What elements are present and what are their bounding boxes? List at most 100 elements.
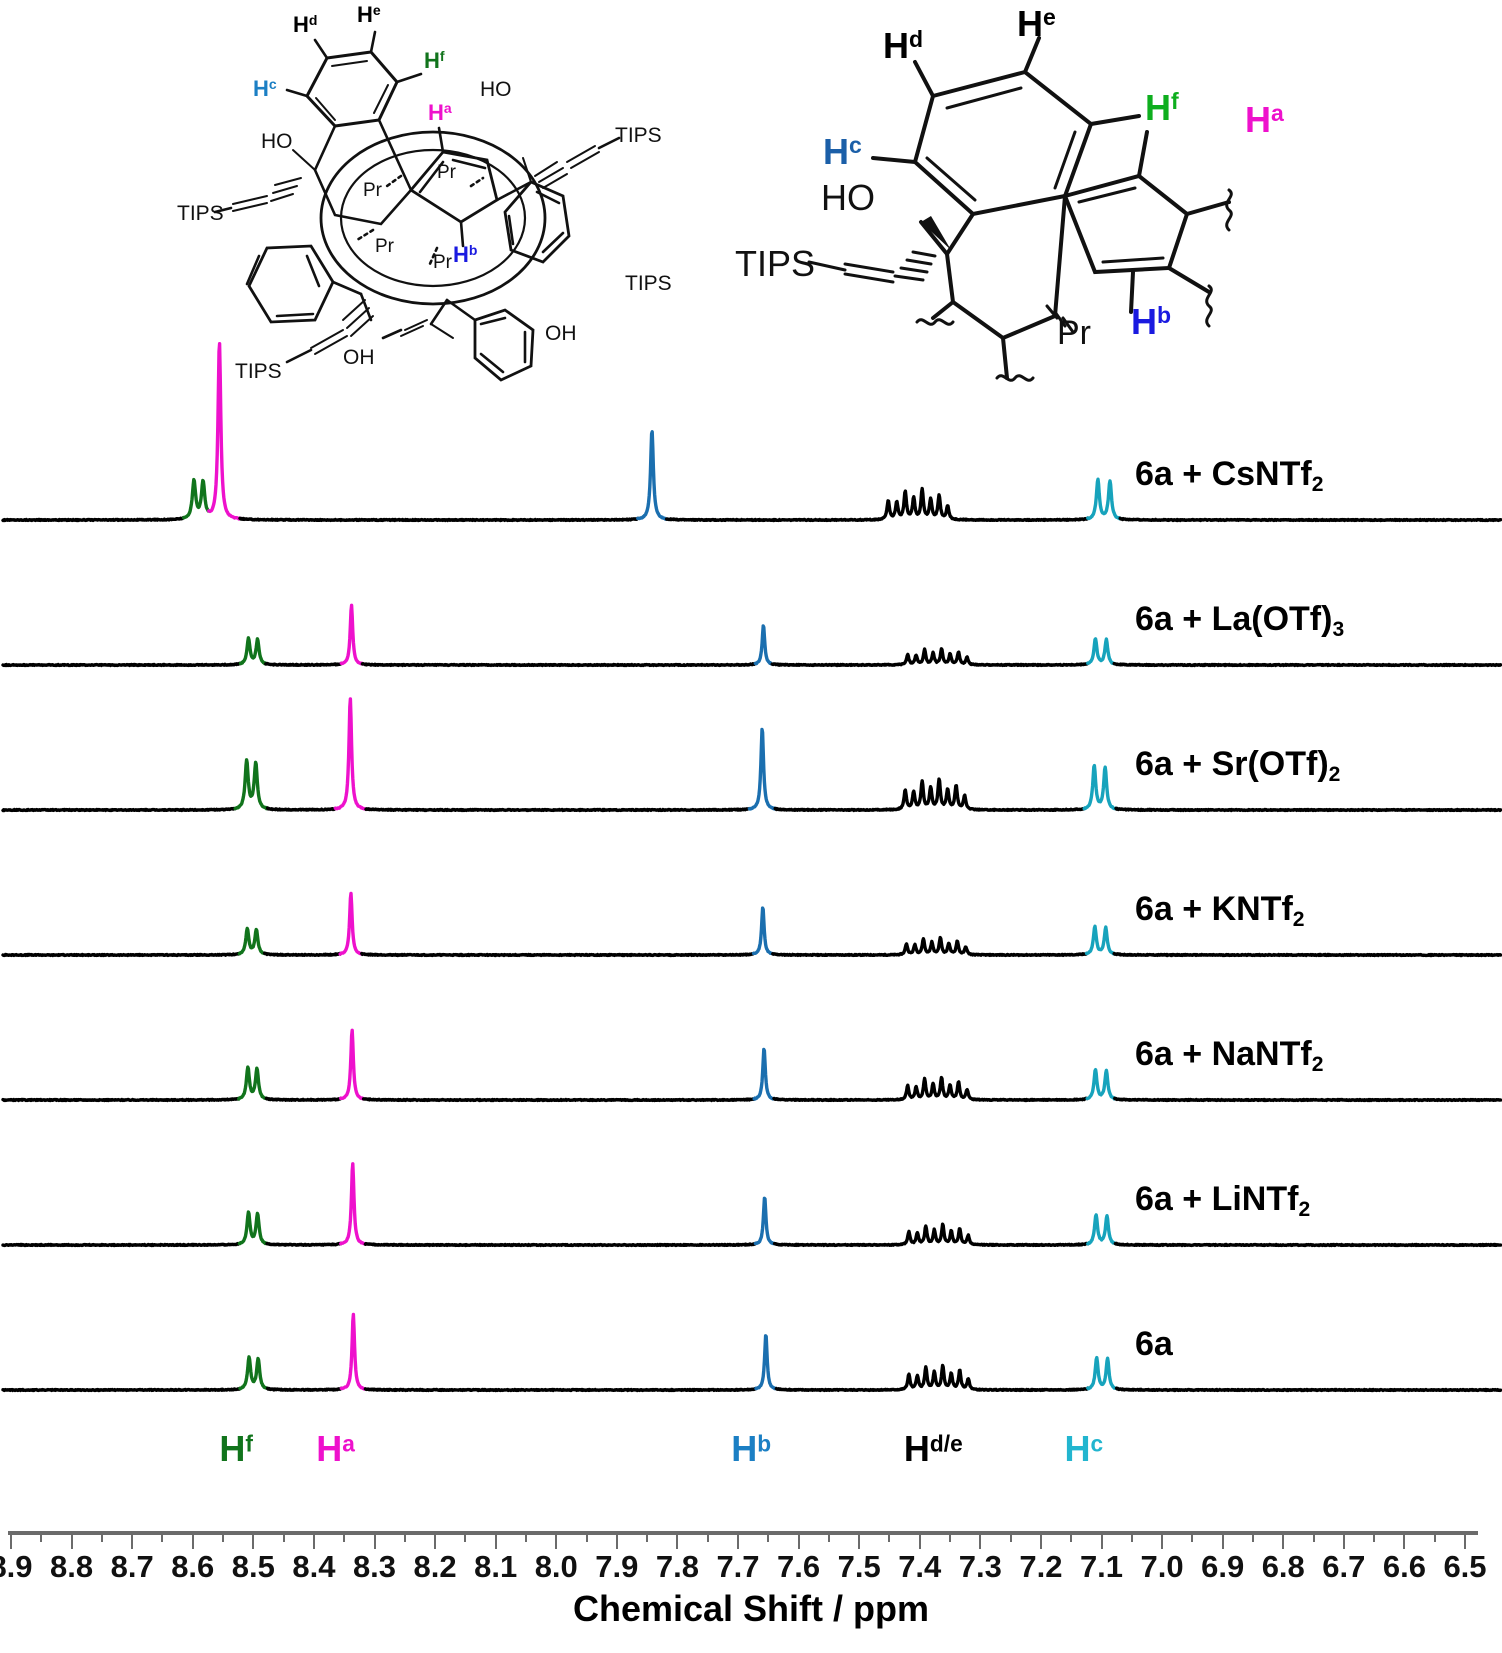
axis-tick-label: 7.9	[595, 1549, 639, 1584]
spectrum-segment	[636, 430, 669, 521]
axis-tick-minor	[1373, 1533, 1376, 1542]
axis-title: Chemical Shift / ppm	[572, 1588, 930, 1629]
axis-tick-label: 8.6	[171, 1549, 215, 1584]
axis-tick-label: 8.4	[292, 1549, 336, 1584]
spectrum-segment	[1113, 1096, 1502, 1103]
peak-legend-Hf: Hf	[219, 1428, 253, 1469]
spectrum-segment	[774, 1363, 1090, 1393]
axis-tick-label: 6.6	[1382, 1549, 1426, 1584]
axis-tick-minor	[1070, 1533, 1073, 1542]
spectrum-segment	[1086, 1213, 1118, 1246]
axis-tick-label: 6.8	[1261, 1549, 1305, 1584]
struct-text-TIPS-4: TIPS	[625, 272, 672, 295]
axis-tick-major	[312, 1533, 315, 1549]
spectrum-segment	[1, 1096, 241, 1103]
axis-tick-minor	[343, 1533, 346, 1542]
spectrum-segment	[1, 806, 237, 813]
spectrum-segment	[751, 906, 775, 956]
axis-tick-label: 7.3	[958, 1549, 1002, 1584]
spectrum-segment	[1086, 1355, 1119, 1391]
spectrum-segment	[265, 1386, 344, 1392]
spectrum-segment	[1086, 477, 1122, 521]
spectrum-segment	[207, 342, 242, 521]
axis-tick-minor	[949, 1533, 952, 1542]
spectrum-segment	[1, 661, 243, 668]
spectrum-segment	[181, 477, 211, 520]
axis-tick-minor	[1130, 1533, 1133, 1542]
axis-tick-major	[1221, 1533, 1224, 1549]
spectrum-trace	[1, 1028, 1502, 1103]
struct-label-Hf: Hf	[424, 48, 445, 73]
spectrum-segment	[339, 1312, 368, 1391]
spectrum-segment	[360, 951, 756, 958]
axis-tick-major	[555, 1533, 558, 1549]
peak-legend-Ha: Ha	[316, 1428, 355, 1469]
spectrum-segment	[238, 1355, 270, 1391]
axis-tick-label: 8.2	[413, 1549, 457, 1584]
axis-tick-minor	[646, 1533, 649, 1542]
spectrum-trace	[1, 1162, 1502, 1248]
axis-tick-label: 7.2	[1019, 1549, 1063, 1584]
axis-tick-label: 8.9	[0, 1549, 33, 1584]
axis-tick-minor	[706, 1533, 709, 1542]
axis-tick-label: 8.3	[352, 1549, 397, 1584]
axis-tick-major	[1039, 1533, 1042, 1549]
axis-tick-minor	[585, 1533, 588, 1542]
axis-tick-label: 7.5	[837, 1549, 881, 1584]
axis-tick-minor	[222, 1533, 225, 1542]
axis-tick-label: 8.1	[474, 1549, 518, 1584]
spectrum-segment	[1, 516, 186, 523]
trace-label: 6a + La(OTf)3	[1135, 600, 1345, 641]
axis-tick-major	[191, 1533, 194, 1549]
structure-macrocycle-6a: Hd He Hf Hc Ha Hb HO TIPS HO TIPS OH TIP…	[175, 0, 685, 405]
axis-tick-label: 7.7	[716, 1549, 760, 1584]
struct2-label-Hb: Hb	[1131, 301, 1171, 342]
spectrum-segment	[773, 777, 1086, 813]
axis-tick-major	[1342, 1533, 1345, 1549]
spectrum-segment	[360, 661, 758, 668]
axis-tick-major	[676, 1533, 679, 1549]
struct-text-Pr-1: Pr	[363, 180, 383, 201]
spectrum-segment	[772, 1075, 1089, 1103]
axis-tick-minor	[282, 1533, 285, 1542]
spectrum-segment	[1112, 951, 1502, 958]
spectrum-segment	[264, 661, 344, 667]
axis-tick-minor	[161, 1533, 164, 1542]
spectrum-trace	[1, 342, 1502, 523]
spectrum-segment	[747, 727, 777, 811]
axis-tick-major	[1100, 1533, 1103, 1549]
spectrum-segment	[264, 1096, 343, 1102]
spectrum-trace	[1, 891, 1502, 958]
struct2-text-TIPS: TIPS	[735, 243, 815, 284]
axis-tick-minor	[100, 1533, 103, 1542]
axis-tick-minor	[767, 1533, 770, 1542]
axis-tick-label: 7.4	[898, 1549, 942, 1584]
trace-label: 6a	[1135, 1325, 1173, 1363]
axis-tick-major	[1161, 1533, 1164, 1549]
axis-tick-major	[737, 1533, 739, 1549]
axis-tick-major	[797, 1533, 800, 1549]
spectrum-segment	[237, 1065, 269, 1101]
spectrum-segment	[1, 951, 242, 958]
struct-text-Pr-2: Pr	[437, 162, 457, 183]
axis-tick-minor	[1251, 1533, 1254, 1542]
spectrum-segment	[238, 516, 640, 523]
spectrum-segment	[363, 1386, 758, 1393]
axis-tick-minor	[524, 1533, 527, 1542]
axis-tick-label: 7.6	[777, 1549, 821, 1584]
axis-tick-major	[615, 1533, 618, 1549]
axis-tick-minor	[464, 1533, 467, 1542]
trace-label: 6a + CsNTf2	[1135, 455, 1324, 496]
spectrum-segment	[333, 697, 368, 811]
axis-tick-major	[70, 1533, 73, 1549]
struct-text-TIPS-1: TIPS	[177, 202, 224, 225]
struct2-text-Pr: Pr	[1057, 314, 1091, 352]
axis-tick-major	[373, 1533, 376, 1549]
axis-tick-label: 7.1	[1079, 1549, 1124, 1584]
spectrum-segment	[1086, 637, 1116, 666]
spectrum-segment	[1113, 1241, 1502, 1248]
axis-tick-major	[918, 1533, 921, 1549]
axis-tick-minor	[40, 1533, 43, 1542]
spectrum-segment	[339, 603, 365, 666]
spectra-plot	[1, 342, 1502, 1393]
